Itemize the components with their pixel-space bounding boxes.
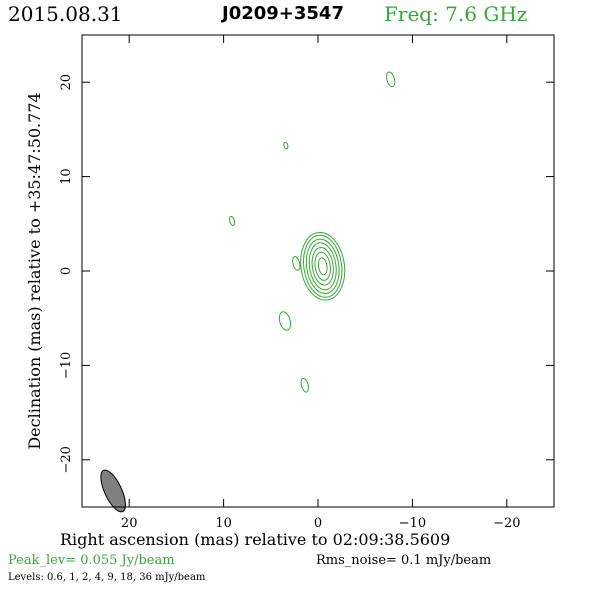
x-tick-label: −20: [493, 516, 520, 531]
component-contour: [278, 311, 292, 331]
component-contour: [292, 256, 301, 271]
source-name: J0209+3547: [222, 3, 344, 24]
y-axis-label: Declination (mas) relative to +35:47:50.…: [25, 92, 44, 449]
contour-levels: Levels: 0.6, 1, 2, 4, 9, 18, 36 mJy/beam: [8, 572, 206, 583]
x-axis-label: Right ascension (mas) relative to 02:09:…: [60, 530, 451, 549]
y-tick-label: 10: [59, 168, 74, 185]
y-tick-label: 0: [59, 267, 74, 275]
observation-date: 2015.08.31: [8, 2, 123, 26]
y-tick-label: 20: [59, 74, 74, 91]
x-tick-label: 20: [121, 516, 138, 531]
core-contour: [300, 231, 346, 301]
frequency-label: Freq: 7.6 GHz: [384, 2, 528, 26]
x-tick-label: −10: [399, 516, 426, 531]
component-contour: [283, 141, 289, 150]
core-contour: [305, 238, 340, 294]
core-contour: [308, 242, 337, 291]
core-contour: [314, 251, 331, 281]
beam-ellipse: [100, 469, 126, 513]
core-contour: [317, 257, 328, 276]
x-tick-label: 10: [215, 516, 232, 531]
component-contour: [229, 215, 236, 227]
component-contour: [386, 71, 396, 88]
x-tick-label: 0: [314, 516, 322, 531]
core-contour: [303, 234, 343, 298]
y-tick-label: −20: [59, 446, 74, 473]
plot-frame: [81, 34, 555, 508]
core-contour: [311, 247, 334, 286]
rms-noise: Rms_noise= 0.1 mJy/beam: [316, 553, 492, 568]
y-tick-label: −10: [59, 352, 74, 379]
peak-level: Peak_lev= 0.055 Jy/beam: [8, 553, 175, 568]
component-contour: [300, 377, 309, 393]
